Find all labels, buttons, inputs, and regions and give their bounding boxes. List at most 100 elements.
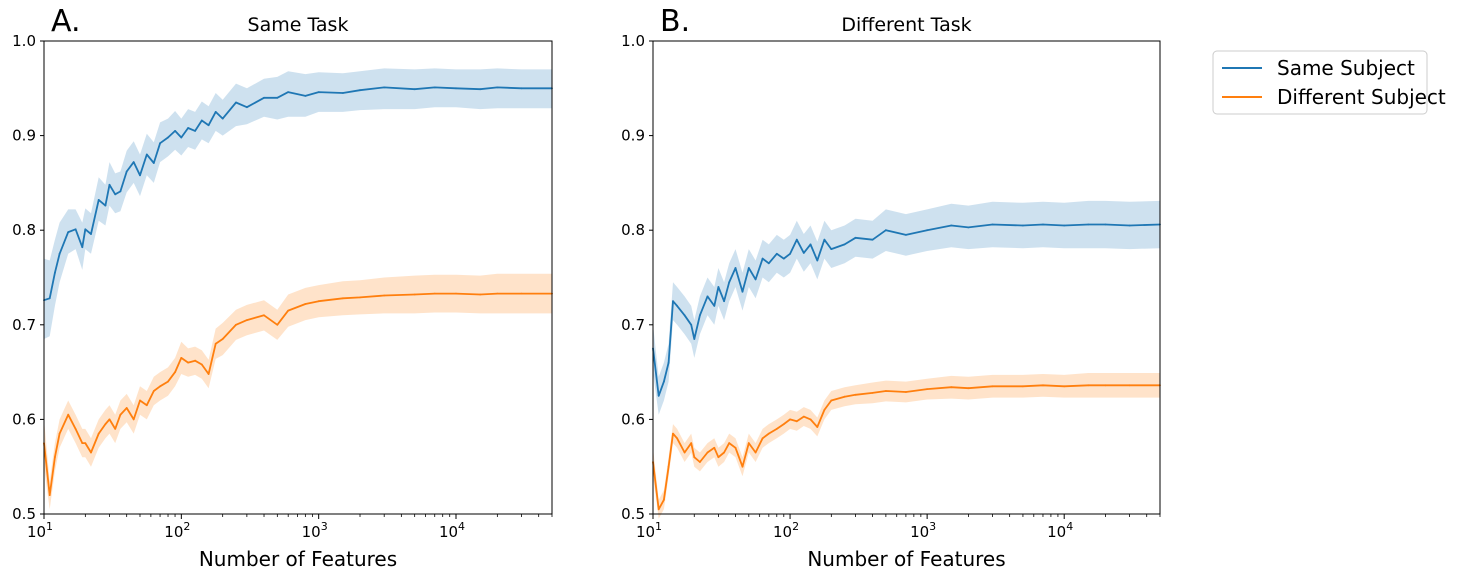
x-tick-exponent: 4 bbox=[458, 520, 465, 533]
data-point bbox=[676, 305, 678, 307]
panel-letter: A. bbox=[51, 4, 81, 39]
data-point bbox=[967, 387, 970, 390]
series-different-subject bbox=[652, 373, 1161, 519]
legend-entry: Same Subject bbox=[1222, 56, 1415, 80]
data-point bbox=[520, 87, 523, 90]
data-point bbox=[479, 293, 482, 296]
y-tick-label: 0.8 bbox=[12, 221, 36, 239]
data-point bbox=[747, 267, 750, 269]
data-point bbox=[690, 323, 693, 326]
confidence-band bbox=[44, 273, 552, 510]
data-point bbox=[1022, 385, 1024, 388]
data-point bbox=[67, 413, 70, 416]
data-point bbox=[263, 314, 265, 317]
data-point bbox=[699, 461, 701, 463]
y-tick-label: 1.0 bbox=[12, 32, 36, 50]
series-line bbox=[43, 86, 552, 302]
series-line bbox=[652, 384, 1160, 511]
data-point bbox=[342, 92, 344, 94]
data-point bbox=[413, 88, 416, 91]
data-point bbox=[926, 229, 928, 232]
data-point bbox=[84, 228, 87, 231]
data-point bbox=[455, 292, 457, 295]
data-point bbox=[119, 190, 122, 193]
data-point bbox=[246, 106, 248, 109]
data-point bbox=[717, 456, 720, 459]
data-point bbox=[276, 323, 279, 326]
panel-title: Different Task bbox=[841, 14, 971, 36]
data-point bbox=[359, 89, 361, 92]
data-point bbox=[317, 300, 320, 303]
data-point bbox=[775, 252, 778, 255]
y-tick-label: 0.7 bbox=[12, 316, 36, 334]
data-point bbox=[125, 407, 128, 409]
data-point bbox=[690, 442, 693, 444]
confidence-band bbox=[653, 373, 1160, 519]
data-point bbox=[496, 86, 499, 89]
data-point bbox=[276, 96, 279, 99]
y-tick-label: 1.0 bbox=[621, 32, 645, 50]
data-point bbox=[433, 86, 436, 89]
data-point bbox=[235, 101, 237, 104]
x-tick-label: 104 bbox=[439, 520, 465, 541]
y-tick-label: 0.7 bbox=[621, 316, 645, 334]
data-point bbox=[672, 300, 674, 303]
x-tick-base: 10 bbox=[910, 523, 929, 541]
data-point bbox=[667, 465, 670, 468]
data-point bbox=[823, 409, 826, 411]
x-tick-exponent: 3 bbox=[321, 520, 328, 533]
data-point bbox=[1128, 384, 1131, 387]
data-point bbox=[723, 451, 725, 454]
data-point bbox=[782, 257, 785, 260]
panel-letter: B. bbox=[660, 4, 690, 39]
data-point bbox=[104, 204, 107, 207]
data-point bbox=[741, 465, 744, 468]
data-point bbox=[187, 127, 190, 129]
legend-label: Same Subject bbox=[1277, 56, 1415, 80]
data-point bbox=[455, 87, 457, 90]
data-point bbox=[823, 238, 826, 241]
data-point bbox=[809, 418, 812, 421]
data-point bbox=[132, 161, 135, 164]
data-point bbox=[152, 162, 155, 164]
data-point bbox=[775, 428, 778, 430]
data-point bbox=[97, 199, 100, 201]
data-point bbox=[180, 357, 183, 359]
data-point bbox=[676, 437, 678, 440]
x-tick-label: 102 bbox=[773, 520, 799, 541]
y-tick-label: 0.5 bbox=[621, 505, 645, 523]
panel-title: Same Task bbox=[248, 14, 349, 36]
data-point bbox=[287, 91, 290, 93]
data-point bbox=[667, 361, 670, 364]
data-point bbox=[84, 442, 87, 444]
data-point bbox=[741, 290, 744, 293]
series-same-subject bbox=[43, 68, 553, 340]
data-point bbox=[885, 390, 887, 392]
data-point bbox=[1042, 384, 1044, 387]
data-point bbox=[657, 508, 660, 511]
x-axis-label: Number of Features bbox=[807, 547, 1005, 571]
legend-entry: Different Subject bbox=[1222, 85, 1446, 109]
data-point bbox=[159, 385, 162, 388]
data-point bbox=[90, 233, 92, 235]
data-point bbox=[657, 394, 660, 397]
data-point bbox=[167, 136, 169, 139]
x-tick-base: 10 bbox=[302, 523, 321, 541]
data-point bbox=[81, 246, 84, 249]
data-point bbox=[802, 252, 805, 254]
data-point bbox=[734, 267, 737, 269]
data-point bbox=[683, 451, 686, 454]
x-tick-base: 10 bbox=[27, 523, 46, 541]
data-point bbox=[693, 338, 696, 340]
data-point bbox=[207, 124, 210, 127]
x-tick-exponent: 1 bbox=[655, 520, 662, 533]
x-tick-label: 103 bbox=[910, 520, 936, 541]
data-point bbox=[383, 294, 386, 297]
data-point bbox=[795, 238, 798, 241]
data-point bbox=[663, 498, 665, 501]
data-point bbox=[1063, 385, 1066, 388]
data-point bbox=[905, 234, 907, 236]
x-tick-base: 10 bbox=[164, 523, 183, 541]
data-point bbox=[246, 319, 248, 321]
